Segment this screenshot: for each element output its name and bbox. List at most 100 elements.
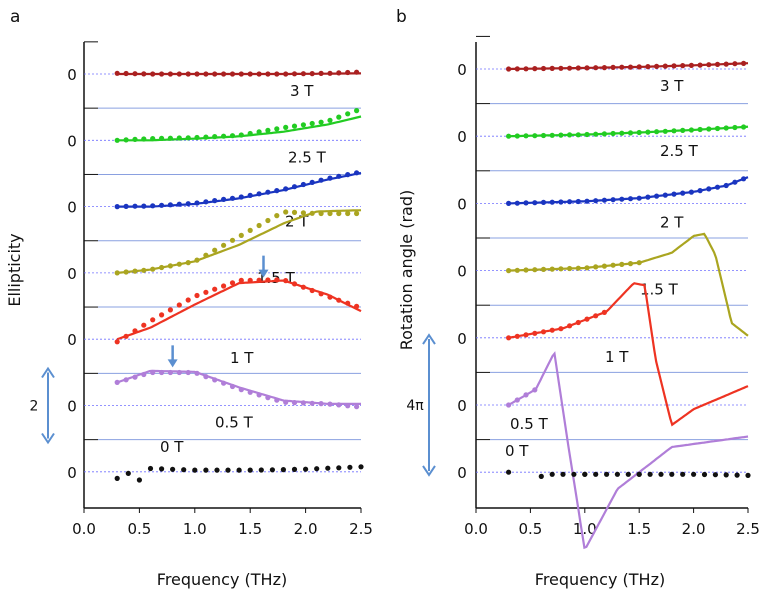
data-point (314, 466, 320, 472)
data-point (514, 267, 520, 273)
data-point (247, 467, 253, 473)
data-point (256, 277, 262, 283)
data-point (662, 63, 668, 69)
data-point (627, 261, 634, 267)
data-point (283, 399, 289, 405)
data-point (159, 135, 165, 141)
data-point (523, 200, 529, 206)
data-point (601, 309, 608, 315)
panel-b-ylabel: Rotation angle (rad) (397, 190, 416, 351)
series-label: 0.5 T (215, 414, 254, 432)
data-point (159, 71, 165, 77)
scale-bar-arrowhead (422, 465, 436, 477)
data-point (258, 467, 264, 473)
data-point (697, 188, 703, 194)
data-point (176, 302, 182, 308)
data-point (150, 136, 156, 142)
data-point (318, 177, 324, 183)
data-point (538, 473, 544, 479)
data-point (654, 129, 660, 135)
fit-curve (508, 351, 749, 550)
data-point (132, 203, 138, 209)
data-point (185, 369, 191, 376)
data-point (540, 199, 547, 205)
data-point (159, 312, 165, 318)
series-2-5-T (506, 124, 749, 139)
data-point (732, 61, 738, 67)
data-point (582, 471, 588, 477)
data-point (283, 71, 289, 77)
data-point (291, 184, 298, 190)
data-point (354, 404, 360, 410)
data-point (601, 65, 608, 71)
data-point (645, 129, 651, 135)
data-point (221, 133, 227, 139)
data-point (558, 199, 564, 205)
x-tick-label: 2.5 (736, 520, 760, 538)
data-point (141, 136, 147, 142)
data-point (274, 126, 280, 132)
series-label: 0.5 T (510, 415, 549, 433)
data-point (167, 369, 173, 376)
data-point (701, 471, 708, 478)
data-point (247, 71, 253, 77)
data-point (300, 284, 306, 290)
zero-label: 0 (457, 61, 467, 79)
x-tick-label: 1.0 (573, 520, 597, 538)
data-point (654, 193, 660, 199)
data-point (167, 307, 173, 313)
data-point (732, 124, 738, 131)
data-point (506, 133, 512, 139)
x-tick-label: 0.5 (127, 520, 151, 538)
data-point (680, 127, 686, 133)
data-point (745, 472, 751, 478)
series-label: 0 T (505, 442, 529, 460)
data-point (141, 267, 147, 273)
series-label: 1.5 T (640, 281, 679, 299)
data-point (283, 209, 289, 215)
data-point (132, 374, 138, 380)
data-point (309, 287, 315, 294)
panel-b-body: 0.0 0.5 1.0 1.5 2.0 2.5 0 0 0 0 0 0 0 3 T 2.5 T 2 T 1.5 … (406, 35, 760, 550)
data-point (575, 65, 581, 71)
zero-label: 0 (457, 330, 467, 348)
data-point (247, 277, 253, 283)
data-point (247, 192, 253, 198)
data-point (176, 71, 182, 77)
x-tick-label: 0.5 (518, 520, 542, 538)
data-point (345, 111, 351, 117)
data-point (123, 269, 129, 275)
data-point (125, 470, 131, 476)
data-point (147, 465, 154, 472)
data-point (256, 71, 262, 77)
data-point (238, 132, 244, 138)
data-point (532, 330, 538, 336)
x-tick-label: 1.5 (238, 520, 262, 538)
data-point (584, 131, 590, 138)
data-point (567, 323, 573, 329)
data-point (532, 267, 538, 273)
data-point (601, 197, 608, 203)
data-point (247, 130, 253, 137)
data-point (571, 471, 577, 477)
data-point (159, 264, 165, 271)
data-point (185, 71, 191, 77)
data-point (714, 125, 721, 132)
data-point (345, 69, 351, 76)
data-point (212, 134, 218, 140)
data-point (229, 237, 236, 243)
data-point (318, 70, 324, 76)
data-point (354, 69, 360, 75)
data-point (150, 266, 156, 272)
zero-label: 0 (67, 398, 77, 416)
panel-b: b 0.0 0.5 1.0 1.5 2.0 2.5 0 0 0 0 0 0 0 3 T 2.5 T 2 T 1.… (396, 7, 760, 589)
data-point (229, 280, 236, 286)
data-point (619, 196, 625, 202)
series-label: 0 T (160, 438, 184, 456)
data-point (610, 262, 616, 268)
data-point (647, 471, 653, 477)
data-point (584, 265, 590, 271)
data-point (150, 317, 156, 323)
data-point (221, 196, 227, 202)
